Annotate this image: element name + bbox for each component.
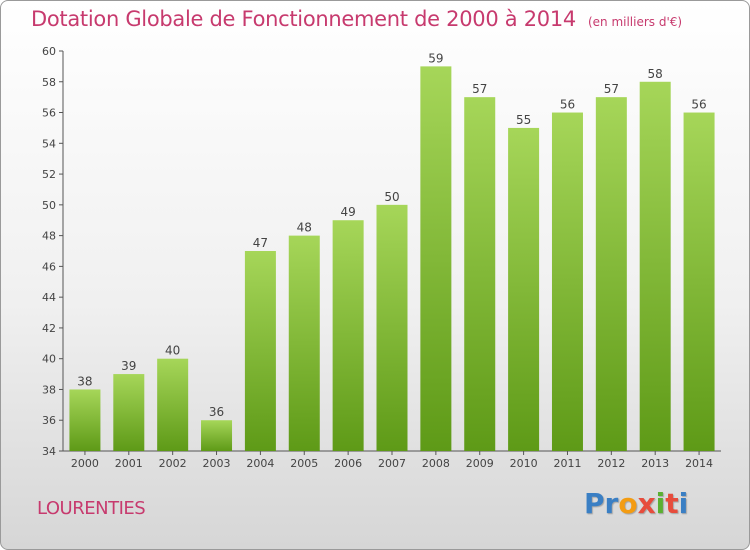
bar-2002	[157, 358, 189, 451]
data-label-2013: 58	[648, 67, 663, 81]
data-label-2003: 36	[209, 405, 224, 419]
x-tick-label-2008: 2008	[422, 457, 450, 470]
data-label-2004: 47	[253, 236, 268, 250]
bar-2013	[639, 81, 671, 452]
bar-2004	[244, 251, 276, 451]
data-labels: 38 39 40 36 47 48 49 50 59 57 55 56 57 58 56	[77, 51, 706, 419]
x-tick-label-2014: 2014	[685, 457, 713, 470]
bar-2001	[113, 374, 145, 451]
chart-title: Dotation Globale de Fonctionnement de 20…	[31, 7, 682, 31]
data-label-2012: 57	[604, 82, 619, 96]
brand-letter: t	[665, 487, 679, 520]
brand-letter: P	[584, 487, 605, 520]
commune-name: LOURENTIES	[37, 498, 146, 519]
brand-letter: i	[678, 487, 689, 520]
bar-2010	[508, 127, 540, 451]
bar-2009	[464, 97, 496, 452]
bar-2014	[683, 112, 715, 452]
x-tick-label-2001: 2001	[115, 457, 143, 470]
bar-2003	[201, 420, 233, 451]
y-tick-label: 60	[42, 45, 56, 58]
brand-letter: r	[604, 487, 619, 520]
bar-2008	[420, 66, 452, 451]
bar-2007	[376, 204, 408, 451]
brand-letter: x	[637, 487, 656, 520]
y-tick-label: 38	[42, 383, 56, 396]
y-tick-label: 34	[42, 445, 56, 458]
bar-2011	[551, 112, 583, 452]
data-label-2011: 56	[560, 98, 575, 112]
y-tick-label: 40	[42, 353, 56, 366]
x-tick-label-2006: 2006	[334, 457, 362, 470]
chart-subtitle: (en milliers d'€)	[587, 15, 683, 29]
chart-title-text: Dotation Globale de Fonctionnement de 20…	[31, 7, 576, 31]
y-tick-label: 46	[42, 260, 56, 273]
x-tick-label-2012: 2012	[597, 457, 625, 470]
x-axis: 2000 2001 2002 2003 2004 2005 2006 2007 2008 2009…	[63, 450, 721, 470]
x-tick-label-2013: 2013	[641, 457, 669, 470]
x-tick-label-2002: 2002	[159, 457, 187, 470]
data-label-2001: 39	[121, 359, 136, 373]
x-tick-label-2007: 2007	[378, 457, 406, 470]
y-tick-label: 58	[42, 76, 56, 89]
y-tick-label: 44	[42, 291, 56, 304]
data-label-2009: 57	[472, 82, 487, 96]
y-tick-label: 54	[42, 137, 56, 150]
data-label-2010: 55	[516, 113, 531, 127]
data-label-2006: 49	[340, 205, 355, 219]
brand-letter: i	[655, 487, 666, 520]
brand-letter: o	[618, 487, 638, 520]
y-tick-label: 36	[42, 414, 56, 427]
x-tick-label-2000: 2000	[71, 457, 99, 470]
x-tick-label-2009: 2009	[466, 457, 494, 470]
proxiti-logo[interactable]: Proxiti	[584, 487, 688, 520]
x-tick-label-2011: 2011	[553, 457, 581, 470]
bar-2012	[595, 97, 627, 452]
bars	[69, 66, 715, 452]
x-tick-label-2004: 2004	[246, 457, 274, 470]
y-tick-label: 48	[42, 230, 56, 243]
data-label-2005: 48	[297, 221, 312, 235]
x-tick-label-2005: 2005	[290, 457, 318, 470]
bar-2000	[69, 389, 101, 451]
x-tick-label-2010: 2010	[510, 457, 538, 470]
data-label-2002: 40	[165, 344, 180, 358]
y-tick-label: 52	[42, 168, 56, 181]
data-label-2008: 59	[428, 51, 443, 65]
y-axis: 34 36 38 40 42 44 46 48 50 52 54 56 58 60	[42, 45, 64, 458]
bar-2005	[288, 235, 320, 451]
data-label-2007: 50	[384, 190, 399, 204]
x-tick-label-2003: 2003	[203, 457, 231, 470]
y-tick-label: 42	[42, 322, 56, 335]
y-tick-label: 56	[42, 107, 56, 120]
data-label-2000: 38	[77, 374, 92, 388]
y-tick-label: 50	[42, 199, 56, 212]
data-label-2014: 56	[691, 98, 706, 112]
bar-2006	[332, 220, 364, 451]
